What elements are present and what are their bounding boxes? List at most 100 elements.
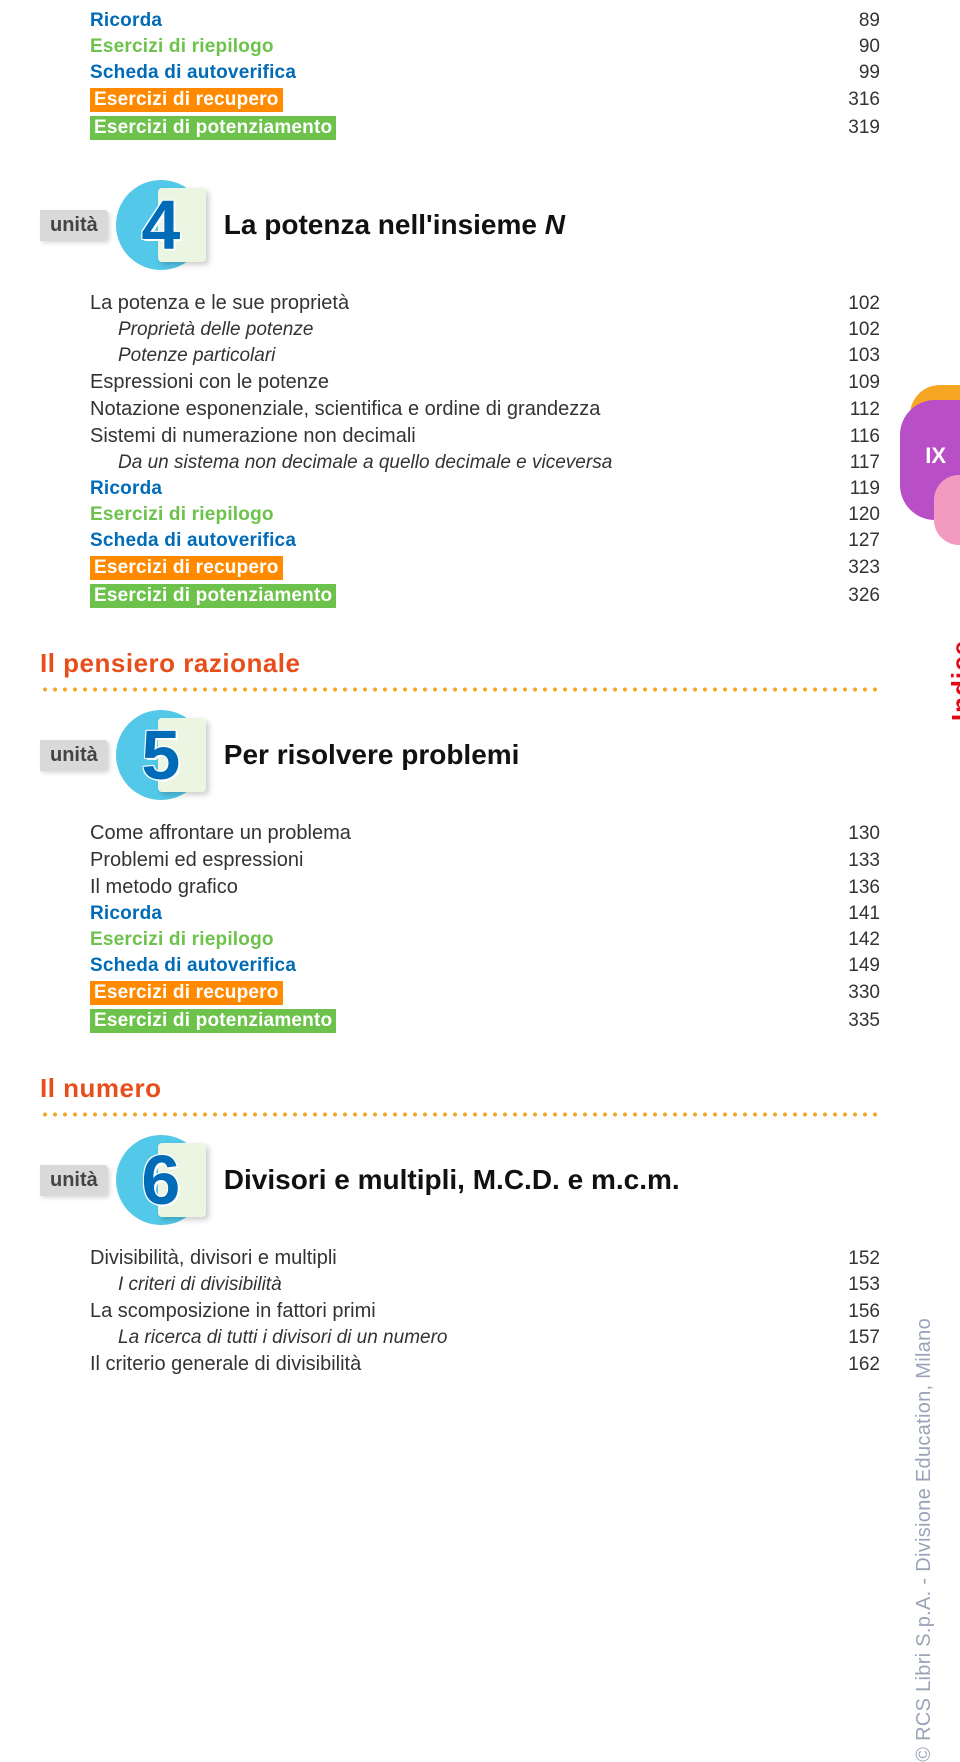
page: 142 bbox=[848, 929, 880, 951]
row-autoverifica: Scheda di autoverifica 99 bbox=[90, 62, 880, 84]
unit-badge: 6 bbox=[116, 1135, 206, 1225]
page: 103 bbox=[848, 345, 880, 367]
page: 117 bbox=[850, 452, 880, 474]
row-ricorda: Ricorda89 bbox=[90, 10, 880, 32]
page: 102 bbox=[848, 319, 880, 341]
unit5-header: unità 5 Per risolvere problemi bbox=[40, 710, 880, 800]
page: 149 bbox=[848, 955, 880, 977]
page: 156 bbox=[848, 1301, 880, 1323]
dotted-rule-icon bbox=[40, 687, 880, 692]
page: 152 bbox=[848, 1248, 880, 1270]
page: 127 bbox=[848, 530, 880, 552]
page: 116 bbox=[850, 426, 880, 448]
unita-tab: unità bbox=[40, 1165, 108, 1196]
page: 335 bbox=[848, 1010, 880, 1032]
badge-number: 5 bbox=[116, 710, 206, 800]
page: 330 bbox=[848, 982, 880, 1004]
unit4-header: unità 4 La potenza nell'insieme N bbox=[40, 180, 880, 270]
unit-badge: 4 bbox=[116, 180, 206, 270]
page: 162 bbox=[848, 1354, 880, 1376]
toc-row: Notazione esponenziale, scientifica e or… bbox=[90, 398, 880, 421]
unita-tab: unità bbox=[40, 210, 108, 241]
row-recupero: Esercizi di recupero 330 bbox=[90, 981, 880, 1005]
page: 326 bbox=[848, 585, 880, 607]
label-potenziamento: Esercizi di potenziamento bbox=[90, 1009, 336, 1033]
label-potenziamento: Esercizi di potenziamento bbox=[90, 584, 336, 608]
row-riepilogo: Esercizi di riepilogo 142 bbox=[90, 929, 880, 951]
toc-row: Sistemi di numerazione non decimali 116 bbox=[90, 425, 880, 448]
page: 316 bbox=[848, 89, 880, 111]
page: 89 bbox=[859, 10, 880, 32]
row-autoverifica: Scheda di autoverifica127 bbox=[90, 530, 880, 552]
label-riepilogo: Esercizi di riepilogo bbox=[90, 929, 274, 951]
unit5-title: Per risolvere problemi bbox=[224, 739, 520, 771]
page-roman: IX bbox=[925, 443, 946, 469]
row-potenziamento: Esercizi di potenziamento 326 bbox=[90, 584, 880, 608]
label-autoverifica: Scheda di autoverifica bbox=[90, 62, 296, 84]
theme-header-1: Il pensiero razionale bbox=[40, 648, 880, 679]
page: 102 bbox=[848, 293, 880, 315]
badge-number: 6 bbox=[116, 1135, 206, 1225]
toc-label: Notazione esponenziale, scientifica e or… bbox=[90, 398, 600, 421]
toc-label: Il metodo grafico bbox=[90, 876, 238, 899]
badge-number: 4 bbox=[116, 180, 206, 270]
row-riepilogo: Esercizi di riepilogo120 bbox=[90, 504, 880, 526]
toc-row: Il criterio generale di divisibilità 162 bbox=[90, 1353, 880, 1376]
indice-label: Indice bbox=[946, 640, 960, 721]
toc-row: Da un sistema non decimale a quello deci… bbox=[90, 452, 880, 474]
row-recupero: Esercizi di recupero323 bbox=[90, 556, 880, 580]
unit6-content: Divisibilità, divisori e multipli152 I c… bbox=[90, 1247, 880, 1376]
toc-label: Il criterio generale di divisibilità bbox=[90, 1353, 361, 1376]
dotted-rule-icon bbox=[40, 1112, 880, 1117]
toc-label: Potenze particolari bbox=[90, 345, 275, 367]
toc-label: La scomposizione in fattori primi bbox=[90, 1300, 376, 1323]
toc-label: Come affrontare un problema bbox=[90, 822, 351, 845]
title-italic: N bbox=[545, 209, 565, 240]
title-text: La potenza nell'insieme bbox=[224, 209, 545, 240]
page: 109 bbox=[848, 372, 880, 394]
toc-label: I criteri di divisibilità bbox=[90, 1274, 282, 1296]
page: 120 bbox=[848, 504, 880, 526]
toc-row: La ricerca di tutti i divisori di un num… bbox=[90, 1327, 880, 1349]
label-recupero: Esercizi di recupero bbox=[90, 556, 283, 580]
unit6-title: Divisori e multipli, M.C.D. e m.c.m. bbox=[224, 1164, 680, 1196]
toc-row: Divisibilità, divisori e multipli152 bbox=[90, 1247, 880, 1270]
pink-tab-icon bbox=[934, 475, 960, 545]
toc-row: Come affrontare un problema 130 bbox=[90, 822, 880, 845]
page: 112 bbox=[850, 399, 880, 421]
prelude-block: Ricorda89 Esercizi di riepilogo 90 Scheda… bbox=[90, 10, 880, 140]
unit4-content: La potenza e le sue proprietà 102 Proprie… bbox=[90, 292, 880, 608]
row-ricorda: Ricorda 119 bbox=[90, 478, 880, 500]
toc-label: Sistemi di numerazione non decimali bbox=[90, 425, 416, 448]
unit-badge: 5 bbox=[116, 710, 206, 800]
copyright-text: © RCS Libri S.p.A. - Divisione Education… bbox=[913, 1318, 936, 1762]
label-riepilogo: Esercizi di riepilogo bbox=[90, 36, 274, 58]
theme-header-2: Il numero bbox=[40, 1073, 880, 1104]
label-potenziamento: Esercizi di potenziamento bbox=[90, 116, 336, 140]
toc-row: La potenza e le sue proprietà 102 bbox=[90, 292, 880, 315]
page: 130 bbox=[848, 823, 880, 845]
label-ricorda: Ricorda bbox=[90, 478, 162, 500]
toc-row: Proprietà delle potenze 102 bbox=[90, 319, 880, 341]
row-potenziamento: Esercizi di potenziamento 335 bbox=[90, 1009, 880, 1033]
page: 133 bbox=[848, 850, 880, 872]
toc-label: La potenza e le sue proprietà bbox=[90, 292, 349, 315]
toc-row: Il metodo grafico136 bbox=[90, 876, 880, 899]
toc-label: Proprietà delle potenze bbox=[90, 319, 313, 341]
toc-row: Espressioni con le potenze109 bbox=[90, 371, 880, 394]
toc-row: La scomposizione in fattori primi 156 bbox=[90, 1300, 880, 1323]
toc-row: Problemi ed espressioni133 bbox=[90, 849, 880, 872]
page: 157 bbox=[848, 1327, 880, 1349]
row-ricorda: Ricorda 141 bbox=[90, 903, 880, 925]
toc-row: Potenze particolari 103 bbox=[90, 345, 880, 367]
label-autoverifica: Scheda di autoverifica bbox=[90, 955, 296, 977]
side-tab: IX Indice bbox=[905, 440, 960, 670]
page: 141 bbox=[848, 903, 880, 925]
page: 119 bbox=[850, 478, 880, 500]
label-recupero: Esercizi di recupero bbox=[90, 981, 283, 1005]
toc-label: Da un sistema non decimale a quello deci… bbox=[90, 452, 612, 474]
page: 99 bbox=[859, 62, 880, 84]
page: 90 bbox=[859, 36, 880, 58]
unit4-title: La potenza nell'insieme N bbox=[224, 209, 565, 241]
label-ricorda: Ricorda bbox=[90, 903, 162, 925]
